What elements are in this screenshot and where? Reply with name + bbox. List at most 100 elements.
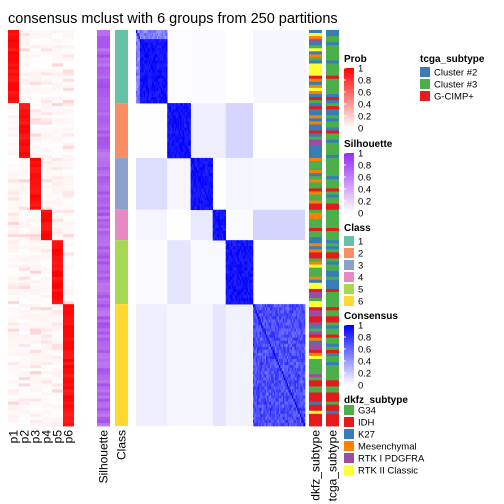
- consensus-cell: [282, 313, 285, 317]
- consensus-cell: [212, 212, 215, 217]
- prob-cell: [30, 228, 41, 232]
- consensus-cell: [295, 389, 298, 393]
- consensus-cell: [230, 295, 233, 299]
- prob-cell: [30, 206, 41, 211]
- prob-cell: [52, 130, 63, 134]
- consensus-cell: [259, 398, 262, 402]
- silhouette-legend-tick-label: 0.6: [358, 173, 371, 184]
- prob-cell: [8, 164, 19, 168]
- consensus-cell: [302, 410, 304, 415]
- dkfz-cell: [309, 261, 322, 265]
- consensus-cell: [168, 118, 171, 122]
- consensus-cell: [214, 209, 216, 214]
- consensus-cell: [202, 194, 204, 198]
- consensus-cell: [176, 127, 178, 131]
- consensus-cell: [158, 60, 160, 64]
- prob-cell: [30, 252, 41, 256]
- prob-cell: [63, 237, 74, 241]
- consensus-cell: [227, 249, 229, 253]
- consensus-cell: [279, 422, 281, 427]
- consensus-cell: [158, 63, 160, 67]
- prob-cell: [19, 188, 30, 192]
- consensus-cell: [284, 365, 286, 369]
- consensus-cell: [255, 404, 258, 409]
- consensus-cell: [172, 154, 174, 159]
- consensus-cell: [173, 121, 176, 125]
- consensus-cell: [264, 401, 267, 405]
- consensus-cell: [262, 349, 264, 354]
- consensus-cell: [158, 93, 160, 98]
- consensus-cell: [267, 313, 269, 317]
- consensus-cell: [186, 112, 189, 116]
- consensus-cell: [241, 246, 243, 250]
- prob-cell: [52, 352, 63, 357]
- consensus-cell: [258, 365, 260, 369]
- consensus-cell: [279, 389, 281, 393]
- consensus-cell: [146, 84, 148, 89]
- consensus-cell: [151, 36, 154, 40]
- consensus-cell: [293, 331, 295, 335]
- consensus-cell: [267, 371, 269, 375]
- prob-cell: [30, 343, 41, 348]
- dkfz-cell: [309, 307, 322, 311]
- consensus-cell: [276, 410, 278, 415]
- prob-cell: [30, 182, 41, 186]
- consensus-cell: [233, 273, 236, 278]
- silhouette-cell: [97, 383, 110, 387]
- consensus-cell: [163, 87, 165, 92]
- consensus-cell: [176, 106, 178, 110]
- consensus-cell: [289, 374, 291, 378]
- prob-cell: [19, 194, 30, 198]
- consensus-cell: [298, 374, 301, 378]
- consensus-cell: [288, 322, 290, 326]
- consensus-cell: [302, 316, 304, 320]
- consensus-cell: [292, 343, 294, 348]
- dkfz-cell: [309, 118, 322, 122]
- tcga-cell: [326, 200, 339, 205]
- consensus-cell: [281, 365, 284, 369]
- consensus-cell: [255, 368, 258, 372]
- prob-cell: [30, 185, 41, 189]
- consensus-cell: [263, 401, 265, 405]
- consensus-offblock: [225, 304, 253, 426]
- prob-cell: [63, 170, 74, 174]
- consensus-cell: [198, 194, 200, 198]
- consensus-cell: [176, 118, 178, 122]
- consensus-cell: [190, 170, 193, 174]
- consensus-cell: [279, 374, 281, 378]
- consensus-cell: [186, 154, 189, 159]
- consensus-cell: [275, 325, 277, 329]
- consensus-cell: [299, 340, 302, 345]
- dkfz-legend-swatch: [344, 453, 354, 463]
- tcga-cell: [326, 72, 339, 77]
- prob-cell: [41, 237, 52, 241]
- consensus-cell: [198, 164, 200, 168]
- consensus-cell: [275, 401, 277, 405]
- consensus-cell: [292, 407, 294, 412]
- consensus-cell: [206, 179, 208, 183]
- consensus-cell: [186, 130, 189, 134]
- consensus-cell: [243, 267, 246, 271]
- consensus-cell: [160, 69, 163, 73]
- prob-cell: [52, 398, 63, 403]
- consensus-cell: [267, 362, 269, 366]
- prob-cell: [30, 316, 41, 320]
- prob-cell: [41, 39, 52, 43]
- consensus-cell: [263, 392, 265, 396]
- prob-cell: [41, 298, 52, 302]
- consensus-cell: [262, 398, 264, 402]
- tcga-cell: [326, 291, 339, 296]
- consensus-cell: [249, 258, 251, 262]
- consensus-offblock: [212, 30, 226, 104]
- consensus-cell: [155, 66, 158, 70]
- consensus-cell: [264, 310, 267, 314]
- prob-cell: [63, 191, 74, 195]
- tcga-cell: [326, 313, 339, 317]
- prob-cell: [41, 157, 52, 162]
- consensus-cell: [268, 362, 271, 366]
- consensus-cell: [301, 368, 303, 372]
- consensus-cell: [147, 93, 150, 98]
- consensus-cell: [190, 194, 193, 198]
- consensus-cell: [180, 112, 182, 116]
- consensus-cell: [259, 334, 262, 338]
